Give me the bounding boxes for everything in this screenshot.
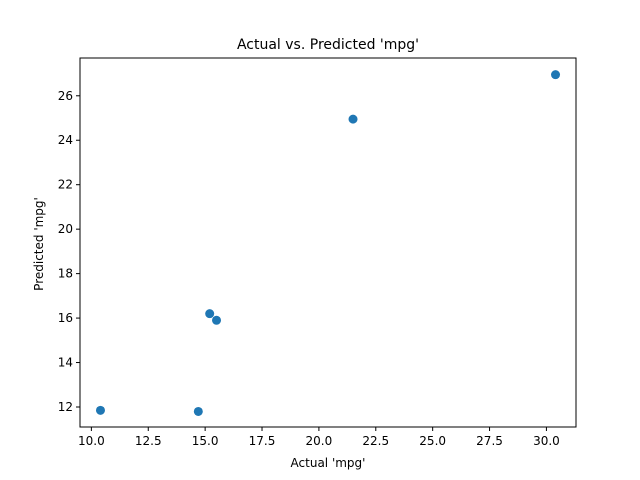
data-points xyxy=(95,70,561,416)
plot-frame xyxy=(79,57,577,428)
data-point xyxy=(95,405,105,415)
chart-title: Actual vs. Predicted 'mpg' xyxy=(237,37,419,53)
data-point xyxy=(205,309,215,319)
y-tick-label: 26 xyxy=(58,89,73,103)
y-tick-label: 24 xyxy=(58,133,73,147)
x-tick-label: 22.5 xyxy=(362,434,389,448)
x-axis-label: Actual 'mpg' xyxy=(291,456,366,470)
y-tick-label: 14 xyxy=(58,356,73,370)
x-tick-label: 20.0 xyxy=(306,434,333,448)
x-tick-label: 10.0 xyxy=(78,434,105,448)
y-axis-label: Predicted 'mpg' xyxy=(32,197,46,291)
data-point xyxy=(193,406,203,416)
y-tick-label: 22 xyxy=(58,178,73,192)
y-tick-label: 12 xyxy=(58,400,73,414)
x-axis: 10.0 12.5 15.0 17.5 20.0 22.5 25.0 27.5 30.0 xyxy=(78,427,560,448)
x-tick-label: 15.0 xyxy=(192,434,219,448)
x-tick-label: 12.5 xyxy=(135,434,162,448)
y-tick-label: 16 xyxy=(58,311,73,325)
y-tick-label: 20 xyxy=(58,222,73,236)
x-tick-label: 27.5 xyxy=(476,434,503,448)
data-point xyxy=(212,315,222,325)
x-tick-label: 30.0 xyxy=(533,434,560,448)
y-axis: 12 14 16 18 20 22 24 26 xyxy=(58,89,80,414)
data-point xyxy=(348,114,358,124)
data-point xyxy=(551,70,561,80)
plot-area xyxy=(79,57,577,428)
x-tick-label: 25.0 xyxy=(419,434,446,448)
x-tick-label: 17.5 xyxy=(249,434,276,448)
y-tick-label: 18 xyxy=(58,267,73,281)
